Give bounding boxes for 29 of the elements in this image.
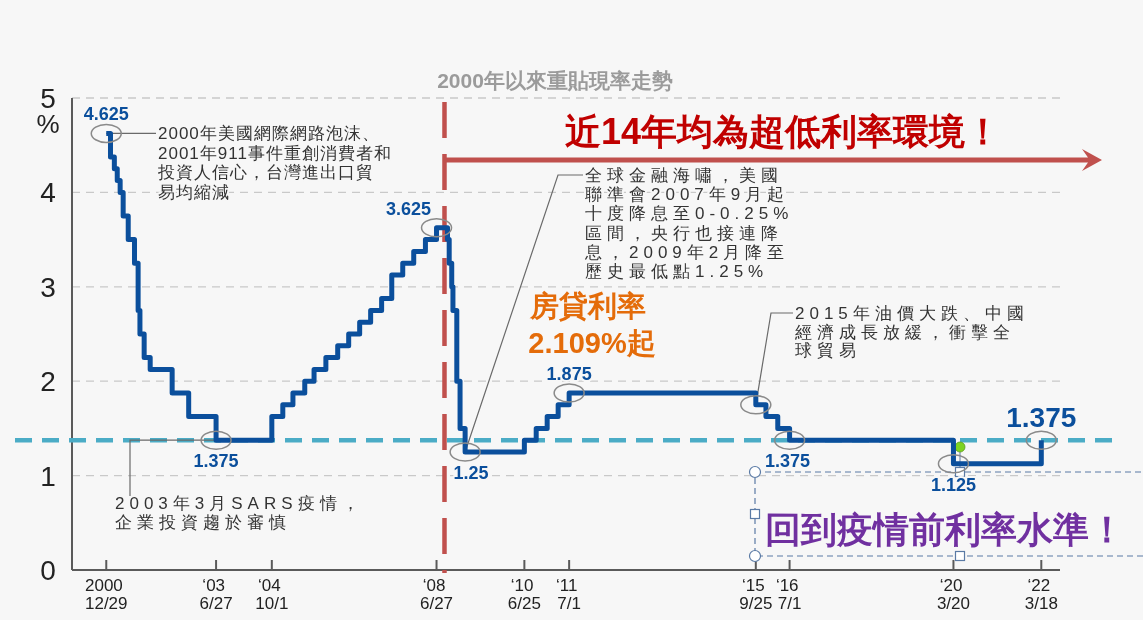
y-tick-label: 4 [40, 177, 56, 209]
x-tick-label: 2000 12/29 [85, 576, 128, 613]
y-tick-label: 0 [40, 555, 56, 586]
data-label: 1.375 [193, 451, 239, 472]
annotation: 2003年3月SARS疫情，企業投資趨於審慎 [115, 494, 364, 532]
annotation: 2015年油價大跌、中國經濟成長放緩，衝擊全球貿易 [795, 304, 1029, 360]
y-tick-label: 1 [40, 460, 56, 492]
x-tick-label: ‘10 6/25 [507, 576, 541, 613]
data-label: 1.375 [1006, 402, 1077, 434]
data-label: 1.125 [930, 474, 976, 495]
x-tick-label: ‘20 3/20 [936, 576, 970, 613]
annotation: 近14年均為超低利率環境！ [565, 111, 1002, 152]
x-tick-label: ‘03 6/27 [199, 576, 233, 613]
x-tick-label: ‘22 3/18 [1024, 576, 1058, 613]
annotation: 回到疫情前利率水準！ [765, 509, 1125, 550]
y-tick-label: 2 [40, 366, 56, 398]
x-tick-label: ‘16 7/1 [775, 576, 802, 613]
x-tick-label: ‘08 6/27 [420, 576, 454, 613]
data-label: 1.25 [453, 463, 489, 483]
annotation: 全球金融海嘯，美國聯準會2007年9月起十度降息至0-0.25%區間，央行也接連降息，2009年2月降至歷史最低點1.25% [585, 166, 794, 281]
annotation: 房貸利率 2.109%起 [528, 290, 656, 359]
x-tick-label: ‘04 10/1 [255, 576, 289, 613]
data-label: 4.625 [83, 104, 129, 125]
data-label: 1.875 [546, 364, 592, 384]
data-label: 1.375 [765, 451, 811, 472]
x-tick-label: ‘11 7/1 [556, 576, 581, 613]
y-tick-label: 3 [40, 271, 56, 303]
title: 2000年以來重貼現率走勢 [437, 69, 673, 92]
x-tick-label: ‘15 9/25 [739, 576, 773, 613]
